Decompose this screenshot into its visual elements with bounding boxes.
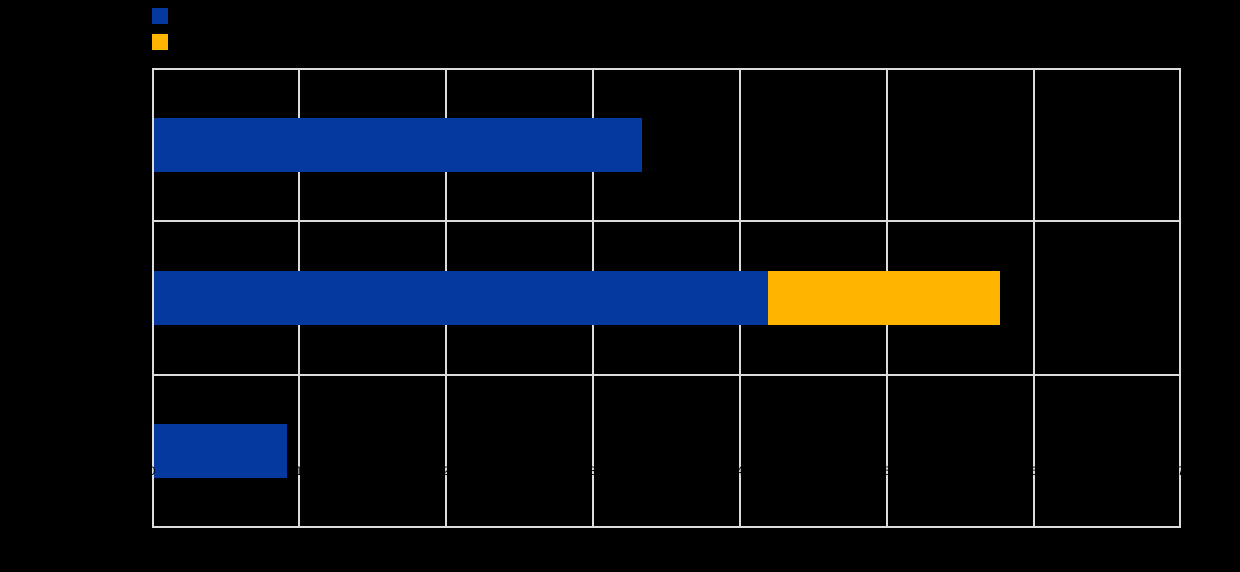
x-tick-label: 7: [1177, 464, 1185, 478]
chart-legend: [152, 6, 752, 56]
bar-segment-0-0[interactable]: [152, 117, 642, 172]
gridline-vertical: [1033, 68, 1035, 528]
bar-segment-1-0[interactable]: [152, 271, 768, 325]
bar-segment-1-1[interactable]: [767, 271, 1001, 325]
legend-entry-0[interactable]: [152, 8, 176, 24]
x-tick-label: 6: [1030, 464, 1038, 478]
x-tick-label: 3: [589, 464, 597, 478]
legend-swatch-blue: [152, 8, 168, 24]
legend-entry-1[interactable]: [152, 34, 176, 50]
gridline-horizontal: [152, 220, 1181, 222]
x-tick-label: 2: [442, 464, 450, 478]
legend-swatch-orange: [152, 34, 168, 50]
x-tick-label: 0: [148, 464, 156, 478]
bar-segment-2-0[interactable]: [152, 424, 288, 479]
bars-layer: [152, 68, 1181, 528]
gridline-horizontal: [152, 374, 1181, 376]
plot-area: [152, 68, 1181, 528]
x-tick-label: 4: [736, 464, 744, 478]
x-tick-label: 1: [295, 464, 303, 478]
x-tick-label: 5: [883, 464, 891, 478]
